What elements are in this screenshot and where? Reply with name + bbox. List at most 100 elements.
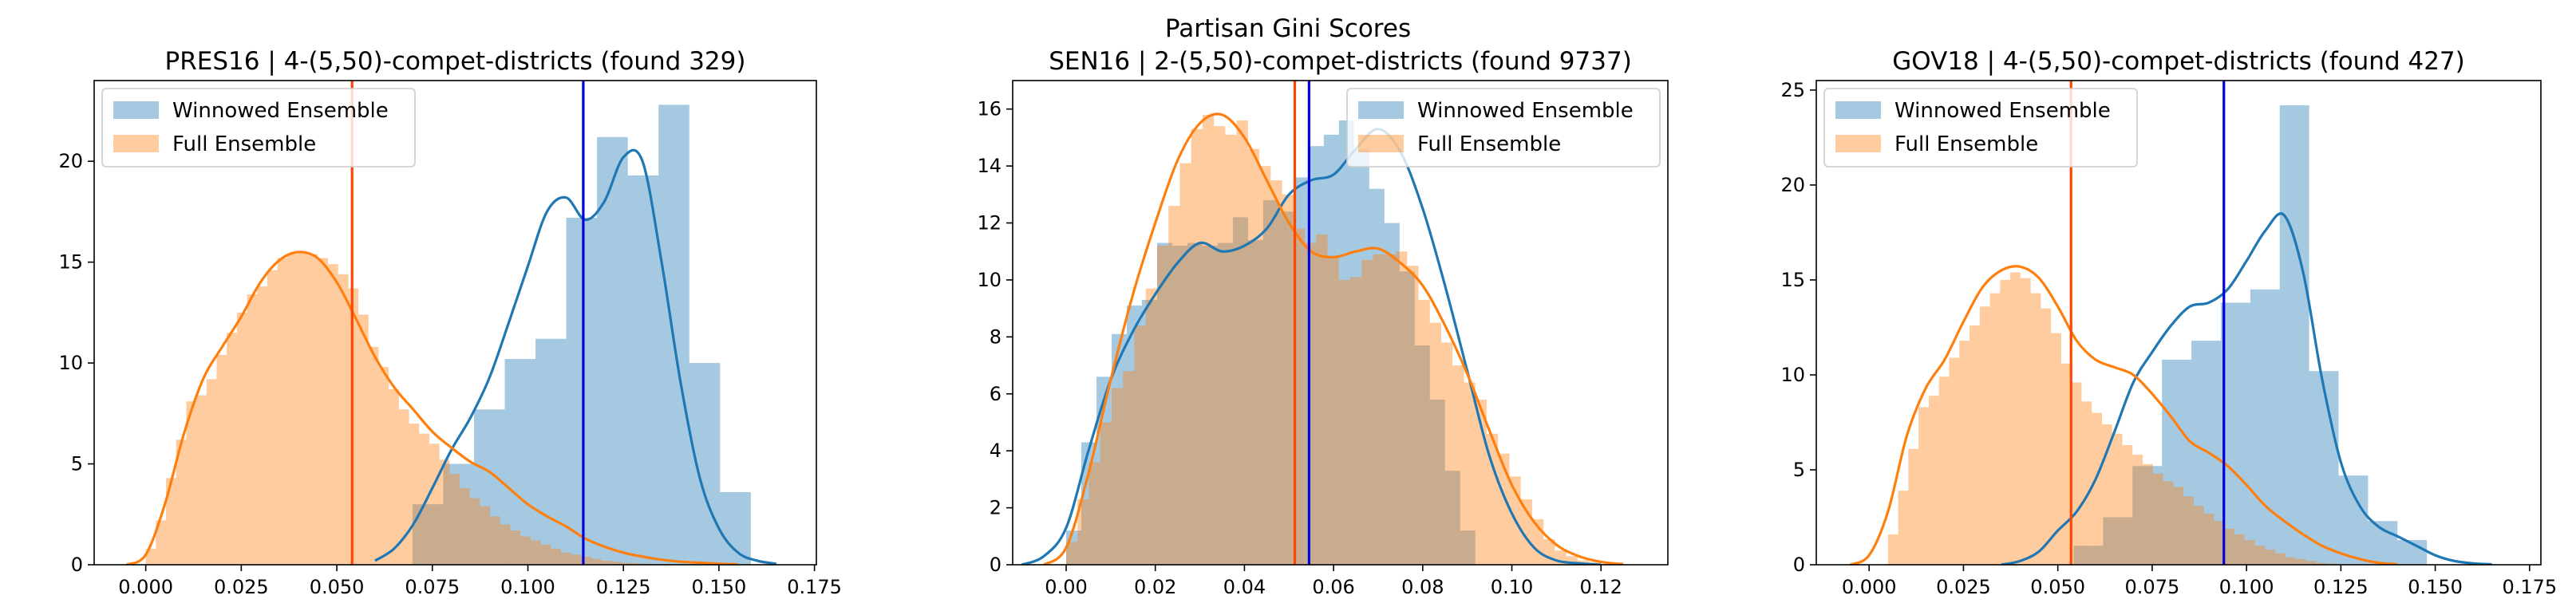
full-bar (1214, 126, 1226, 565)
chart-title: GOV18 | 4-(5,50)-compet-districts (found… (1892, 47, 2465, 76)
legend-swatch (1358, 135, 1404, 152)
x-tick-label: 0.06 (1312, 576, 1354, 598)
full-bar (236, 312, 247, 565)
winnowed-bar (1156, 242, 1172, 565)
full-bar (439, 459, 450, 565)
winnowed-bar (1353, 148, 1369, 565)
winnowed-bar (1111, 333, 1127, 565)
full-bar (1202, 114, 1215, 565)
full-bar (358, 314, 369, 565)
winnowed-bar (1202, 246, 1218, 565)
full-bar (1908, 448, 1919, 565)
full-bar (2203, 513, 2214, 565)
full-bar (196, 395, 207, 565)
full-bar (1441, 342, 1453, 565)
axes-frame (1815, 80, 2542, 566)
x-tick-label: 0.050 (2030, 576, 2085, 598)
full-bar (156, 520, 167, 565)
winnowed-bar (1187, 242, 1203, 565)
x-tick-label: 0.00 (1045, 576, 1087, 598)
x-tick-label: 0.025 (1936, 576, 1991, 598)
y-tick-label: 25 (1780, 79, 1805, 101)
full-bar (1350, 277, 1362, 565)
legend: Winnowed Ensemble Full Ensemble (1346, 88, 1661, 168)
full-bar (1282, 194, 1294, 565)
axes-frame (93, 80, 817, 566)
full-bar (338, 274, 349, 565)
full-bar (2143, 463, 2153, 565)
axes-frame (1012, 80, 1669, 566)
legend: Winnowed Ensemble Full Ensemble (1823, 88, 2138, 168)
winnowed-bar (1460, 530, 1476, 565)
legend-swatch (113, 135, 159, 152)
full-bar (1373, 254, 1385, 565)
x-tick-label: 0.000 (118, 576, 173, 598)
full-bar (2092, 412, 2102, 565)
winnowed-bar (1081, 442, 1096, 565)
legend-label: Full Ensemble (172, 132, 316, 156)
full-bar (530, 540, 541, 565)
full-bar (1270, 179, 1282, 565)
legend-label: Winnowed Ensemble (1894, 99, 2111, 123)
full-bar (267, 270, 278, 565)
winnowed-bar (443, 463, 474, 565)
x-tick-label: 0.050 (310, 576, 365, 598)
full-bar (1111, 388, 1124, 565)
full-bar (2254, 546, 2266, 565)
full-bar (247, 294, 258, 565)
full-bar (571, 554, 582, 565)
full-bar (1316, 234, 1328, 565)
full-bar (2173, 487, 2184, 565)
full-bar (328, 264, 338, 565)
legend-swatch (1835, 135, 1881, 152)
legend-swatch (1358, 101, 1404, 119)
full-bar (2010, 272, 2021, 565)
full-bar (1305, 242, 1317, 565)
full-bar (227, 333, 237, 565)
full-bar (1247, 148, 1260, 565)
winnowed-bar (2073, 546, 2104, 565)
x-tick-label: 0.000 (1842, 576, 1897, 598)
winnowed-bar (1369, 188, 1385, 565)
full-kde-line (125, 250, 738, 565)
full-bar (257, 286, 267, 565)
y-tick-label: 0 (990, 554, 1002, 576)
full-bar (2305, 561, 2317, 565)
full-bar (1464, 382, 1476, 565)
x-tick-label: 0.100 (2219, 576, 2274, 598)
winnowed-bar (1262, 199, 1278, 565)
winnowed-bar (473, 409, 505, 565)
x-tick-label: 0.12 (1580, 576, 1622, 598)
full-bar (2030, 293, 2041, 565)
full-bar (1566, 556, 1578, 565)
full-bar (1452, 365, 1464, 565)
full-bar (1938, 376, 1950, 565)
full-bar (2214, 521, 2225, 565)
plot-area (125, 81, 776, 565)
full-bar (560, 552, 571, 565)
full-bar (2193, 506, 2204, 565)
winnowed-bar (2220, 302, 2250, 565)
full-bar (1179, 163, 1191, 565)
x-tick-label: 0.08 (1401, 576, 1444, 598)
full-bar (1077, 499, 1089, 565)
x-tick-label: 0.125 (596, 576, 651, 598)
y-tick-label: 12 (977, 212, 1002, 235)
winnowed-bar (1293, 177, 1309, 565)
full-bar (1293, 228, 1306, 565)
legend-label: Full Ensemble (1894, 132, 2038, 156)
winnowed-bar (1232, 217, 1248, 565)
plot-area (1849, 81, 2492, 565)
y-tick-label: 2 (990, 497, 1002, 519)
full-bar (368, 346, 379, 565)
winnowed-bar (1384, 223, 1400, 565)
winnowed-bar (2132, 466, 2163, 565)
full-bar (1887, 534, 1898, 565)
y-tick-label: 0 (1793, 554, 1805, 576)
chart-panel-1: 0.000 0.025 0.050 0.075 0.100 0.125 0.150 0.175… (58, 47, 842, 598)
winnowed-bar (1444, 471, 1460, 565)
full-bar (2316, 562, 2326, 565)
full-bar (490, 516, 500, 565)
winnowed-bar (2191, 341, 2221, 565)
